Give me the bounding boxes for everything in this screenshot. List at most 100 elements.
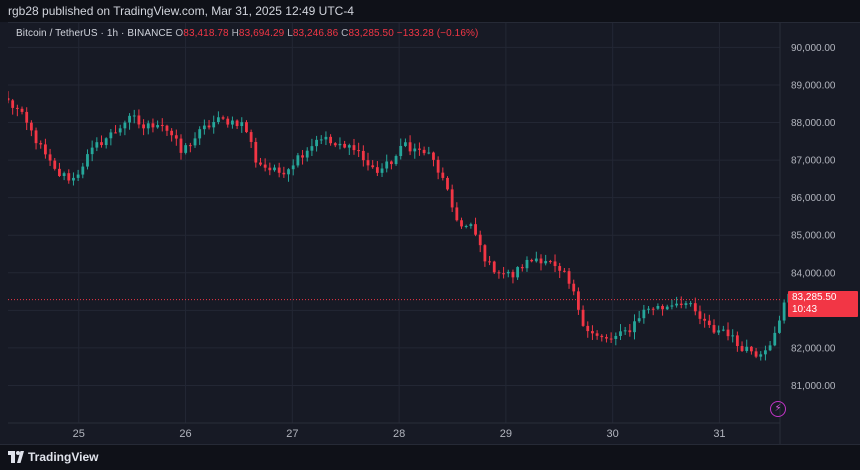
close-value: 83,285.50 [348, 28, 394, 39]
candle-body [544, 261, 548, 264]
candle-body [142, 124, 145, 129]
candle-body [619, 331, 622, 336]
candle-body [347, 145, 351, 148]
open-value: 83,418.78 [183, 28, 229, 39]
candle-body [404, 142, 407, 146]
candle-body [530, 259, 534, 262]
high-key: H [231, 28, 239, 39]
candle-body [572, 283, 576, 292]
candle-body [464, 226, 468, 228]
candle-body [577, 291, 580, 310]
candle-body [605, 337, 608, 339]
candle-body [628, 330, 632, 333]
candle-body [282, 172, 286, 175]
y-tick-label: 81,000.00 [791, 381, 836, 392]
candle-body [389, 161, 393, 165]
candle-body [95, 142, 99, 148]
low-key: L [287, 28, 293, 39]
candle-body [76, 174, 80, 178]
candle-body [34, 130, 38, 144]
candle-body [53, 160, 57, 169]
candle-body [656, 306, 660, 309]
candle-body [104, 138, 108, 146]
candle-body [310, 146, 314, 151]
candle-body [497, 272, 501, 274]
candle-body [81, 166, 85, 175]
candle-body [20, 108, 24, 112]
candle-body [146, 123, 150, 129]
candle-body [778, 320, 781, 333]
chart-frame[interactable]: 90,000.00 89,000.00 88,000.00 87,000.00 86,0… [8, 22, 860, 445]
candle-body [165, 125, 169, 131]
candlestick-chart[interactable]: 90,000.00 89,000.00 88,000.00 87,000.00 86,0… [8, 23, 860, 445]
candle-body [188, 145, 192, 147]
candle-body [548, 261, 552, 263]
candle-body [693, 303, 697, 312]
x-tick-label: 29 [500, 428, 512, 440]
candle-body [259, 162, 262, 165]
y-tick-label: 89,000.00 [791, 80, 836, 91]
candle-body [151, 123, 155, 128]
candle-body [591, 331, 594, 334]
candle-body [315, 139, 318, 147]
candle-body [324, 136, 328, 140]
candle-body [268, 167, 272, 171]
candle-body [567, 271, 571, 284]
footer-bar: TradingView [0, 444, 860, 470]
candle-body [511, 271, 515, 278]
lightning-bolt-icon[interactable]: ⚡ [770, 401, 786, 417]
candle-body [614, 335, 618, 339]
candle-body [647, 308, 650, 310]
change-value: −133.28 (−0.16%) [396, 28, 479, 39]
candle-body [291, 165, 295, 170]
candle-body [469, 224, 473, 227]
candle-body [366, 160, 370, 166]
x-tick-label: 31 [713, 428, 725, 440]
candle-body [156, 125, 160, 128]
candle-body [305, 150, 309, 158]
y-tick-label: 86,000.00 [791, 193, 836, 204]
candle-body [408, 142, 412, 152]
candle-body [483, 245, 487, 262]
candle-body [595, 333, 599, 336]
candle-body [525, 259, 529, 269]
ohlc-legend: Bitcoin / TetherUS · 1h · BINANCE O83,41… [16, 28, 478, 39]
candle-body [633, 321, 636, 333]
x-tick-label: 27 [286, 428, 298, 440]
candle-body [29, 122, 33, 131]
candle-body [679, 303, 683, 305]
candle-body [48, 154, 52, 161]
candle-body [768, 345, 772, 351]
y-tick-label: 85,000.00 [791, 231, 836, 242]
brand-name[interactable]: TradingView [28, 450, 99, 464]
candle-body [263, 164, 267, 168]
candle-body [380, 168, 384, 173]
candle-body [441, 172, 445, 178]
bar-countdown: 10:43 [792, 304, 818, 315]
candle-body [637, 318, 641, 322]
open-key: O [175, 28, 184, 39]
candle-body [216, 117, 220, 122]
candle-body [478, 234, 482, 246]
candle-body [773, 332, 777, 346]
candle-body [562, 270, 566, 272]
y-tick-label: 87,000.00 [791, 156, 836, 167]
y-tick-label: 88,000.00 [791, 118, 836, 129]
candle-body [764, 350, 767, 355]
candle-body [759, 354, 763, 357]
candle-body [661, 306, 664, 310]
candle-body [703, 318, 707, 321]
candle-body [586, 325, 590, 332]
candle-body [432, 152, 435, 160]
candle-body [58, 168, 61, 177]
candle-body [72, 177, 75, 181]
candle-body [333, 143, 337, 146]
candle-body [642, 309, 646, 319]
candle-body [446, 177, 449, 190]
candle-body [226, 118, 230, 125]
candle-body [712, 325, 716, 333]
candle-body [609, 338, 613, 340]
candle-body [534, 258, 538, 262]
candle-body [754, 351, 758, 357]
candle-body [600, 335, 604, 338]
